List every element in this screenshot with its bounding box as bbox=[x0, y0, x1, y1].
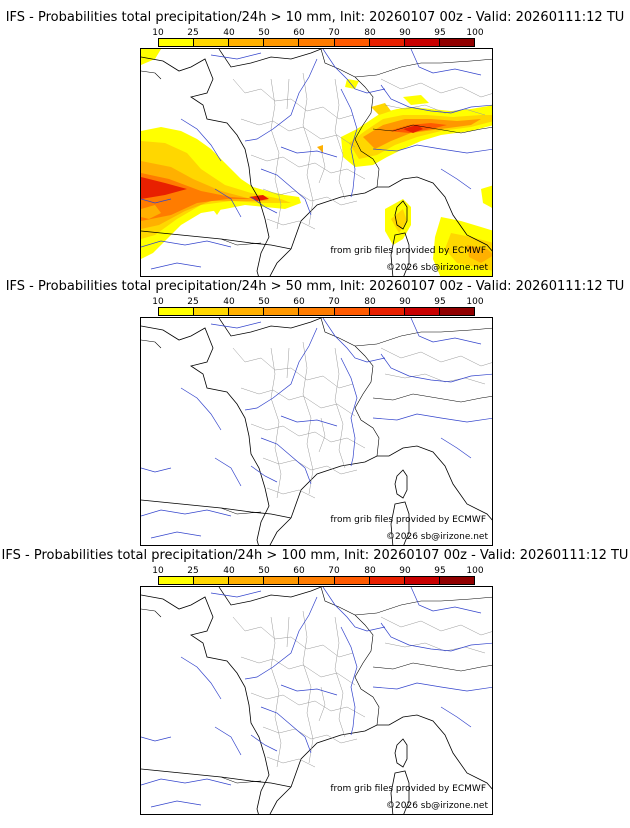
scale-swatch bbox=[439, 39, 474, 46]
panel-50mm: IFS - Probabilities total precipitation/… bbox=[0, 279, 630, 549]
scale-label: 95 bbox=[434, 28, 446, 38]
scale-label: 25 bbox=[187, 566, 199, 576]
scale-swatch bbox=[404, 308, 440, 315]
probability-map: from grib files provided by ECMWF ©2026 … bbox=[140, 317, 493, 546]
scale-swatch bbox=[299, 577, 335, 584]
scale-label: 60 bbox=[293, 28, 305, 38]
scale-label: 95 bbox=[434, 297, 446, 307]
scale-label: 50 bbox=[258, 297, 270, 307]
scale-labels: 10 25 40 50 60 70 80 90 95 100 bbox=[140, 297, 490, 307]
scale-swatch bbox=[299, 39, 335, 46]
scale-swatch bbox=[229, 39, 265, 46]
scale-label: 80 bbox=[364, 28, 376, 38]
scale-label: 90 bbox=[399, 566, 411, 576]
scale-swatch bbox=[159, 308, 195, 315]
source-credit: from grib files provided by ECMWF bbox=[330, 515, 486, 525]
scale-swatch bbox=[334, 577, 370, 584]
scale-label: 40 bbox=[223, 566, 235, 576]
scale-label: 95 bbox=[434, 566, 446, 576]
probability-map: from grib files provided by ECMWF ©2026 … bbox=[140, 48, 493, 277]
scale-swatch bbox=[404, 39, 440, 46]
source-credit: from grib files provided by ECMWF bbox=[330, 784, 486, 794]
scale-label: 10 bbox=[152, 28, 164, 38]
scale-label: 80 bbox=[364, 297, 376, 307]
scale-swatch bbox=[369, 39, 405, 46]
map-canvas bbox=[141, 587, 492, 814]
scale-swatch bbox=[159, 577, 195, 584]
scale-swatch bbox=[369, 577, 405, 584]
scale-swatch bbox=[194, 39, 230, 46]
scale-label: 25 bbox=[187, 28, 199, 38]
scale-swatch bbox=[264, 39, 300, 46]
precip-alps bbox=[317, 79, 492, 167]
scale-label: 80 bbox=[364, 566, 376, 576]
color-scale bbox=[158, 38, 475, 47]
panel-10mm: IFS - Probabilities total precipitation/… bbox=[0, 10, 630, 280]
precip-north-corner bbox=[141, 49, 161, 65]
scale-label: 90 bbox=[399, 297, 411, 307]
scale-label: 100 bbox=[466, 28, 484, 38]
map-canvas bbox=[141, 49, 492, 276]
scale-swatch bbox=[159, 39, 195, 46]
map-canvas bbox=[141, 318, 492, 545]
scale-swatch bbox=[369, 308, 405, 315]
scale-label: 70 bbox=[328, 28, 340, 38]
color-scale bbox=[158, 576, 475, 585]
panel-title: IFS - Probabilities total precipitation/… bbox=[1, 548, 629, 563]
panel-title: IFS - Probabilities total precipitation/… bbox=[5, 279, 625, 294]
copyright-credit: ©2026 sb@irizone.net bbox=[386, 263, 488, 273]
scale-label: 50 bbox=[258, 28, 270, 38]
scale-label: 60 bbox=[293, 297, 305, 307]
scale-swatch bbox=[229, 308, 265, 315]
scale-label: 25 bbox=[187, 297, 199, 307]
source-credit: from grib files provided by ECMWF bbox=[330, 246, 486, 256]
copyright-credit: ©2026 sb@irizone.net bbox=[386, 532, 488, 542]
color-scale bbox=[158, 307, 475, 316]
panel-title: IFS - Probabilities total precipitation/… bbox=[5, 10, 625, 25]
scale-label: 10 bbox=[152, 566, 164, 576]
scale-labels: 10 25 40 50 60 70 80 90 95 100 bbox=[140, 566, 490, 576]
scale-label: 90 bbox=[399, 28, 411, 38]
scale-label: 70 bbox=[328, 297, 340, 307]
scale-swatch bbox=[264, 577, 300, 584]
scale-swatch bbox=[404, 577, 440, 584]
scale-label: 10 bbox=[152, 297, 164, 307]
scale-label: 70 bbox=[328, 566, 340, 576]
scale-swatch bbox=[439, 577, 474, 584]
scale-label: 100 bbox=[466, 566, 484, 576]
scale-label: 100 bbox=[466, 297, 484, 307]
scale-labels: 10 25 40 50 60 70 80 90 95 100 bbox=[140, 28, 490, 38]
copyright-credit: ©2026 sb@irizone.net bbox=[386, 801, 488, 811]
scale-label: 40 bbox=[223, 297, 235, 307]
scale-swatch bbox=[194, 577, 230, 584]
scale-swatch bbox=[299, 308, 335, 315]
probability-map: from grib files provided by ECMWF ©2026 … bbox=[140, 586, 493, 815]
scale-label: 40 bbox=[223, 28, 235, 38]
scale-swatch bbox=[334, 308, 370, 315]
scale-swatch bbox=[439, 308, 474, 315]
scale-label: 50 bbox=[258, 566, 270, 576]
scale-swatch bbox=[334, 39, 370, 46]
scale-swatch bbox=[194, 308, 230, 315]
scale-swatch bbox=[229, 577, 265, 584]
panel-100mm: IFS - Probabilities total precipitation/… bbox=[0, 548, 630, 820]
scale-swatch bbox=[264, 308, 300, 315]
precip-corsica-italy bbox=[385, 185, 492, 276]
scale-label: 60 bbox=[293, 566, 305, 576]
